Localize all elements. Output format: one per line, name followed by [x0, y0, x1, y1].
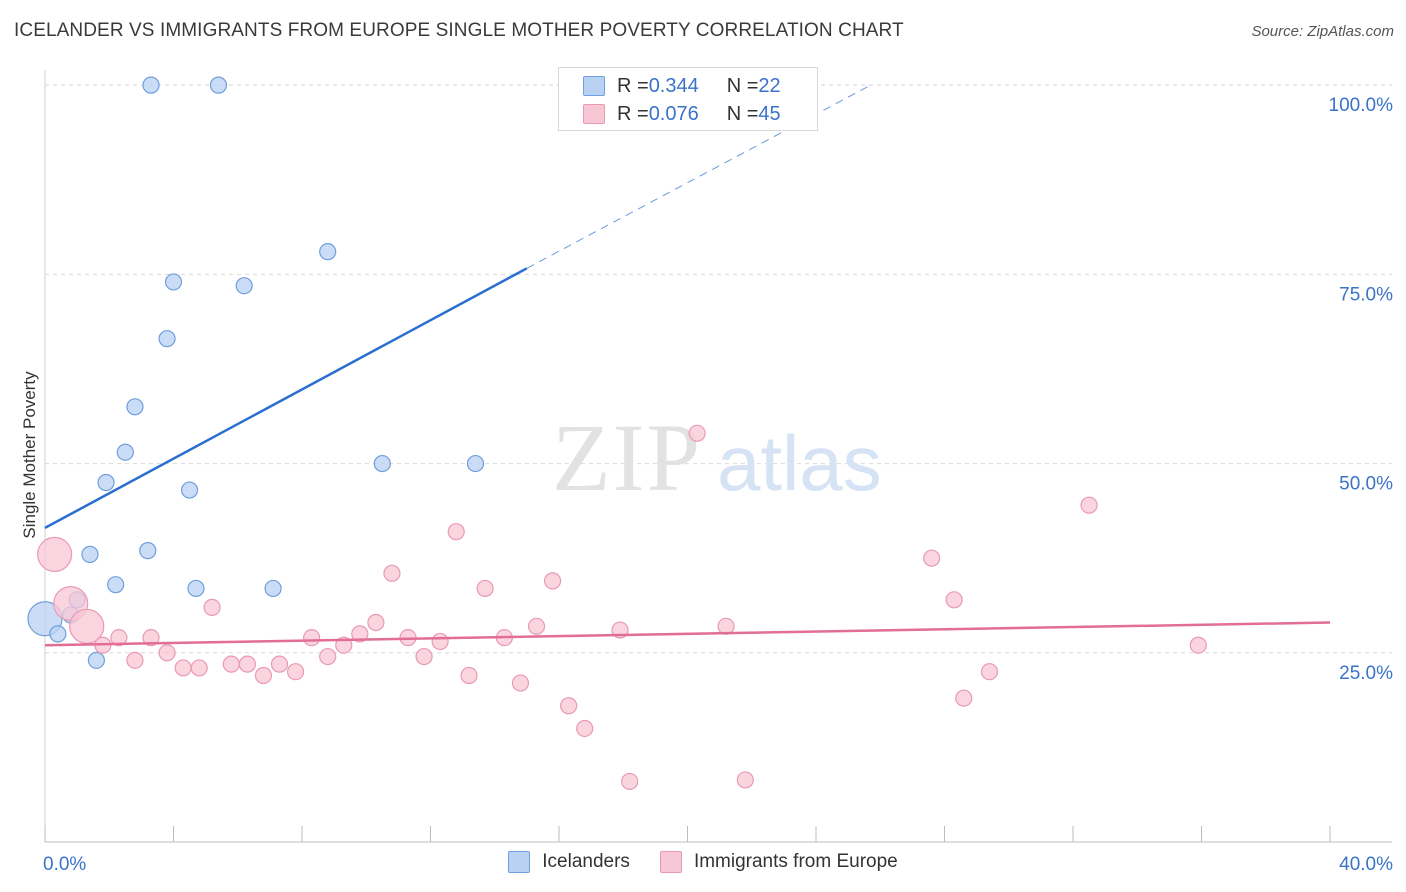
y-tick-label: 100.0% [1329, 95, 1394, 116]
legend-row-icelanders: R = 0.344 N = 22 [583, 73, 781, 99]
chart-title: ICELANDER VS IMMIGRANTS FROM EUROPE SING… [14, 20, 904, 41]
y-tick-label: 25.0% [1339, 663, 1393, 684]
icelander-point [142, 76, 160, 94]
icelander-point [116, 443, 134, 461]
series-legend-icelanders[interactable]: Icelanders [508, 851, 630, 873]
icelander-point [264, 579, 282, 598]
legend-swatch-blue [583, 76, 605, 96]
icelander-point [466, 454, 485, 473]
immigrant-point [367, 613, 385, 632]
immigrant-point [254, 666, 273, 685]
series-swatch-pink [659, 851, 682, 873]
immigrant-point [203, 598, 221, 616]
y-tick-label: 75.0% [1339, 284, 1393, 305]
icelander-point [180, 481, 199, 499]
immigrant-point [511, 674, 530, 692]
immigrant-point [174, 659, 192, 677]
legend-r-label: R = [617, 74, 649, 97]
immigrant-point [923, 549, 941, 567]
immigrant-point [576, 719, 594, 738]
watermark: ZIP atlas [552, 404, 882, 511]
legend-n-label: N = [726, 102, 759, 125]
immigrant-point [955, 689, 973, 707]
icelander-point [164, 273, 183, 291]
trend-lines [44, 84, 1331, 647]
immigrant-point [736, 771, 754, 789]
immigrant-point [351, 625, 369, 643]
immigrant-point [383, 564, 401, 582]
immigrant-point [142, 629, 160, 647]
immigrant-point [1189, 636, 1207, 654]
source-credit: Source: ZipAtlas.com [1251, 23, 1394, 40]
data-points [27, 76, 1207, 791]
immigrant-point [238, 655, 256, 673]
icelander-point [126, 398, 144, 416]
icelander-point [209, 76, 228, 94]
legend-n-value: 22 [758, 74, 781, 97]
series-legend-immigrants[interactable]: Immigrants from Europe [659, 851, 898, 873]
immigrant-point [415, 647, 433, 666]
series-swatch-blue [508, 851, 531, 873]
immigrant-point [688, 424, 706, 442]
immigrant-point [527, 617, 546, 635]
axes [44, 70, 1392, 843]
x-tick-label: 40.0% [1339, 854, 1393, 875]
immigrant-trend-line [44, 621, 1331, 647]
icelander-point [158, 330, 176, 348]
immigrant-point [303, 629, 321, 647]
tick-labels: 25.0% 50.0% 75.0% 100.0% 0.0% 40.0% [43, 95, 1393, 875]
immigrant-point [460, 666, 478, 685]
icelander-point [373, 454, 391, 473]
icelander-point [49, 625, 67, 643]
immigrant-point [222, 655, 240, 673]
immigrant-point [270, 655, 289, 673]
legend-row-immigrants: R = 0.076 N = 45 [583, 101, 781, 127]
series-legend-label: Icelanders [542, 851, 630, 872]
immigrant-point [286, 663, 305, 681]
immigrant-point [476, 579, 494, 598]
immigrant-point [560, 697, 578, 715]
icelander-point [87, 651, 106, 669]
series-legend: Icelanders Immigrants from Europe [0, 851, 1406, 873]
immigrant-point [158, 644, 176, 662]
x-tick-label: 0.0% [43, 854, 86, 875]
series-legend-label: Immigrants from Europe [693, 851, 898, 872]
immigrant-point [1080, 496, 1098, 514]
correlation-legend: R = 0.344 N = 22 R = 0.076 N = 45 [558, 67, 818, 131]
icelander-point [187, 579, 205, 598]
legend-r-value: 0.076 [648, 102, 699, 125]
legend-n-value: 45 [758, 102, 781, 125]
icelander-point [107, 576, 125, 594]
legend-r-label: R = [617, 102, 649, 125]
icelander-point [235, 277, 253, 295]
watermark-zip: ZIP [552, 404, 702, 511]
immigrant-point [319, 647, 337, 666]
immigrant-point [543, 572, 562, 590]
icelander-trend-line [44, 267, 528, 530]
immigrant-point [431, 632, 449, 651]
immigrant-point [447, 523, 465, 541]
icelander-point [81, 545, 99, 563]
icelander-point [319, 243, 337, 261]
icelander-point [97, 473, 115, 492]
gridlines [45, 84, 1392, 654]
immigrant-point [621, 772, 639, 791]
immigrant-point [980, 663, 999, 681]
immigrant-point [126, 651, 144, 669]
watermark-atlas: atlas [717, 419, 882, 507]
immigrant-point [945, 591, 963, 609]
icelander-point [139, 542, 157, 560]
immigrant-point [110, 629, 128, 647]
immigrant-point [37, 536, 73, 572]
legend-r-value: 0.344 [648, 74, 699, 97]
legend-n-label: N = [726, 74, 759, 97]
legend-swatch-pink [583, 104, 605, 124]
immigrant-point [190, 659, 208, 677]
y-tick-label: 50.0% [1339, 474, 1393, 495]
